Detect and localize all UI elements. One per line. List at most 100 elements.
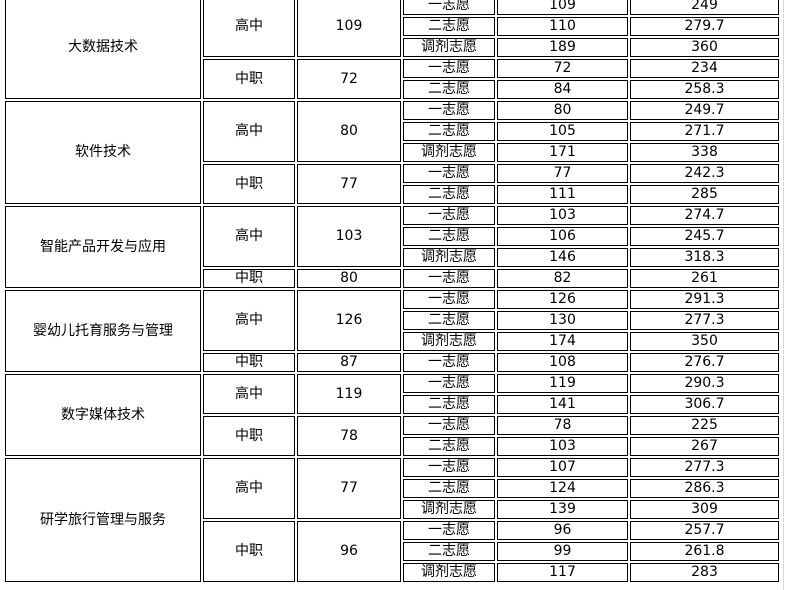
choice-cell[interactable]: 一志愿 [403,374,495,393]
major-cell[interactable]: 数字媒体技术 [5,374,201,456]
count-cell[interactable]: 80 [297,269,401,288]
score-cell[interactable]: 338 [630,143,779,162]
choice-cell[interactable]: 二志愿 [403,17,495,36]
choice-cell[interactable]: 一志愿 [403,416,495,435]
choice-cell[interactable]: 调剂志愿 [403,332,495,351]
count-cell[interactable]: 103 [297,206,401,267]
choice-cell[interactable]: 调剂志愿 [403,563,495,582]
score-cell[interactable]: 283 [630,563,779,582]
score-cell[interactable]: 291.3 [630,290,779,309]
rank-cell[interactable]: 126 [497,290,628,309]
rank-cell[interactable]: 103 [497,437,628,456]
score-cell[interactable]: 279.7 [630,17,779,36]
score-cell[interactable]: 261 [630,269,779,288]
rank-cell[interactable]: 130 [497,311,628,330]
score-cell[interactable]: 271.7 [630,122,779,141]
student-type-cell[interactable]: 高中 [203,374,295,414]
rank-cell[interactable]: 109 [497,0,628,15]
rank-cell[interactable]: 171 [497,143,628,162]
choice-cell[interactable]: 二志愿 [403,542,495,561]
major-cell[interactable]: 研学旅行管理与服务 [5,458,201,582]
choice-cell[interactable]: 一志愿 [403,59,495,78]
score-cell[interactable]: 234 [630,59,779,78]
rank-cell[interactable]: 84 [497,80,628,99]
rank-cell[interactable]: 77 [497,164,628,183]
major-cell[interactable]: 软件技术 [5,101,201,204]
count-cell[interactable]: 80 [297,101,401,162]
score-cell[interactable]: 257.7 [630,521,779,540]
choice-cell[interactable]: 二志愿 [403,80,495,99]
choice-cell[interactable]: 调剂志愿 [403,500,495,519]
choice-cell[interactable]: 一志愿 [403,521,495,540]
choice-cell[interactable]: 调剂志愿 [403,248,495,267]
score-cell[interactable]: 249.7 [630,101,779,120]
rank-cell[interactable]: 96 [497,521,628,540]
score-cell[interactable]: 245.7 [630,227,779,246]
rank-cell[interactable]: 146 [497,248,628,267]
rank-cell[interactable]: 80 [497,101,628,120]
rank-cell[interactable]: 119 [497,374,628,393]
score-cell[interactable]: 350 [630,332,779,351]
choice-cell[interactable]: 一志愿 [403,458,495,477]
rank-cell[interactable]: 189 [497,38,628,57]
score-cell[interactable]: 249 [630,0,779,15]
score-cell[interactable]: 309 [630,500,779,519]
choice-cell[interactable]: 一志愿 [403,269,495,288]
score-cell[interactable]: 258.3 [630,80,779,99]
score-cell[interactable]: 267 [630,437,779,456]
choice-cell[interactable]: 一志愿 [403,353,495,372]
count-cell[interactable]: 119 [297,374,401,414]
rank-cell[interactable]: 108 [497,353,628,372]
student-type-cell[interactable]: 高中 [203,101,295,162]
count-cell[interactable]: 78 [297,416,401,456]
choice-cell[interactable]: 二志愿 [403,227,495,246]
score-cell[interactable]: 360 [630,38,779,57]
score-cell[interactable]: 276.7 [630,353,779,372]
rank-cell[interactable]: 78 [497,416,628,435]
count-cell[interactable]: 109 [297,0,401,57]
student-type-cell[interactable]: 高中 [203,206,295,267]
rank-cell[interactable]: 124 [497,479,628,498]
major-cell[interactable]: 婴幼儿托育服务与管理 [5,290,201,372]
choice-cell[interactable]: 调剂志愿 [403,38,495,57]
rank-cell[interactable]: 106 [497,227,628,246]
score-cell[interactable]: 285 [630,185,779,204]
rank-cell[interactable]: 117 [497,563,628,582]
score-cell[interactable]: 306.7 [630,395,779,414]
score-cell[interactable]: 318.3 [630,248,779,267]
rank-cell[interactable]: 103 [497,206,628,225]
major-cell[interactable]: 大数据技术 [5,0,201,99]
count-cell[interactable]: 77 [297,458,401,519]
choice-cell[interactable]: 二志愿 [403,311,495,330]
choice-cell[interactable]: 二志愿 [403,122,495,141]
count-cell[interactable]: 72 [297,59,401,99]
student-type-cell[interactable]: 中职 [203,416,295,456]
score-cell[interactable]: 274.7 [630,206,779,225]
student-type-cell[interactable]: 高中 [203,0,295,57]
rank-cell[interactable]: 99 [497,542,628,561]
score-cell[interactable]: 286.3 [630,479,779,498]
student-type-cell[interactable]: 高中 [203,290,295,351]
count-cell[interactable]: 87 [297,353,401,372]
choice-cell[interactable]: 调剂志愿 [403,143,495,162]
student-type-cell[interactable]: 中职 [203,521,295,582]
score-cell[interactable]: 290.3 [630,374,779,393]
rank-cell[interactable]: 72 [497,59,628,78]
score-cell[interactable]: 242.3 [630,164,779,183]
count-cell[interactable]: 126 [297,290,401,351]
rank-cell[interactable]: 174 [497,332,628,351]
student-type-cell[interactable]: 中职 [203,269,295,288]
choice-cell[interactable]: 一志愿 [403,0,495,15]
rank-cell[interactable]: 110 [497,17,628,36]
rank-cell[interactable]: 139 [497,500,628,519]
student-type-cell[interactable]: 高中 [203,458,295,519]
rank-cell[interactable]: 105 [497,122,628,141]
choice-cell[interactable]: 二志愿 [403,395,495,414]
score-cell[interactable]: 225 [630,416,779,435]
student-type-cell[interactable]: 中职 [203,164,295,204]
score-cell[interactable]: 277.3 [630,311,779,330]
count-cell[interactable]: 96 [297,521,401,582]
rank-cell[interactable]: 141 [497,395,628,414]
count-cell[interactable]: 77 [297,164,401,204]
choice-cell[interactable]: 一志愿 [403,290,495,309]
